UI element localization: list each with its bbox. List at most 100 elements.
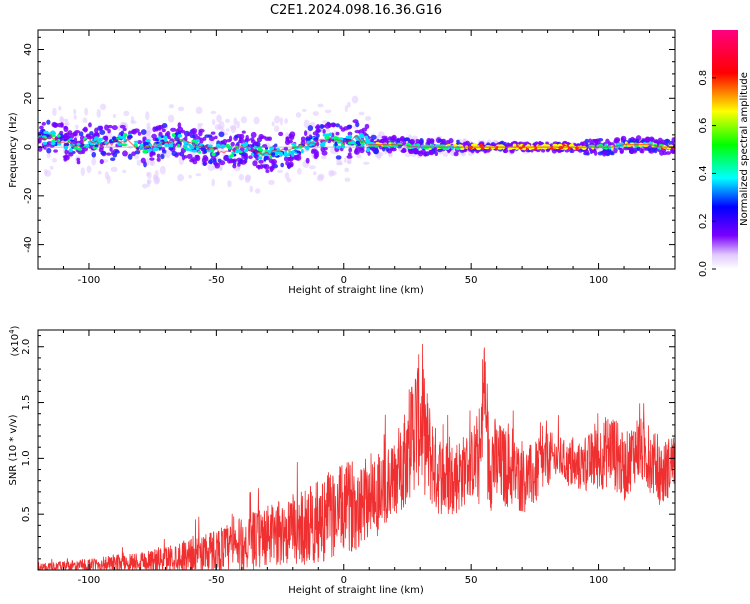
spectrum-band	[441, 138, 446, 143]
spectrum-band	[503, 148, 507, 153]
spectrum-band	[240, 159, 247, 165]
spectrum-band	[419, 137, 424, 144]
spectrum-core	[339, 137, 344, 141]
spectrum-band	[41, 121, 46, 126]
spectrum-band	[161, 128, 166, 133]
figure-title: C2E1.2024.098.16.36.G16	[270, 3, 442, 18]
spectrum-band	[323, 146, 328, 151]
spectrum-band	[541, 148, 546, 153]
spectrum-haze	[219, 167, 223, 172]
spectrum-core	[42, 141, 48, 145]
spectrum-band	[127, 153, 133, 160]
spectrum-core	[250, 152, 254, 156]
spectrum-core	[157, 136, 162, 140]
colorbar-label: Normalized spectral amplitude	[739, 72, 750, 226]
spectrum-haze	[84, 107, 89, 116]
spectrum-haze	[225, 118, 230, 123]
spectrum-core	[50, 141, 56, 146]
spectrum-haze	[97, 170, 102, 175]
spectrum-core	[229, 154, 235, 158]
spectrum-core	[264, 156, 269, 160]
spectrum-band	[137, 131, 142, 136]
x-tick-label: 50	[465, 275, 478, 286]
spectrum-haze	[123, 110, 130, 117]
spectrum-band	[78, 131, 84, 137]
spectrum-core	[220, 144, 226, 149]
spectrum-band	[605, 152, 610, 156]
spectrum-haze	[344, 167, 350, 173]
spectrum-band	[453, 151, 459, 157]
spectrum-haze	[146, 172, 150, 177]
spectrum-band	[420, 149, 427, 155]
spectrum-haze	[106, 131, 112, 137]
spectrum-band	[230, 159, 236, 163]
spectrum-haze	[153, 176, 161, 185]
colorbar-gradient	[712, 30, 738, 269]
spectrum-core	[251, 144, 255, 148]
spectrum-haze	[324, 109, 332, 114]
spectrum-band	[619, 150, 624, 154]
spectrum-haze	[380, 152, 384, 156]
y-tick-label: 1.5	[21, 395, 32, 411]
spectrum-band	[51, 121, 58, 128]
spectrum-band	[195, 155, 201, 162]
spectrum-band	[280, 162, 284, 168]
spectrum-band	[99, 145, 105, 150]
spectrum-band	[210, 131, 216, 135]
spectrum-core	[194, 141, 198, 145]
spectrum-haze	[80, 167, 85, 177]
spectrum-haze	[59, 116, 63, 123]
colorbar-tick-label: 0.2	[698, 213, 709, 229]
spectrum-band	[339, 125, 343, 130]
spectrum-core	[498, 144, 504, 148]
spectrum-band	[645, 137, 650, 142]
spectrum-band	[303, 130, 308, 137]
spectrum-band	[69, 133, 75, 139]
spectrum-haze	[404, 152, 412, 157]
spectrum-haze	[273, 125, 280, 132]
spectrum-band	[265, 169, 270, 173]
spectrum-haze	[197, 122, 204, 127]
colorbar-tick-label: 0.8	[698, 70, 709, 86]
spectrum-haze	[207, 163, 215, 172]
spectrum-band	[214, 135, 218, 140]
x-tick-label: -100	[78, 275, 101, 286]
spectrum-band	[364, 123, 370, 129]
spectrum-band	[426, 137, 432, 145]
spectrum-band	[186, 132, 192, 137]
spectrum-haze	[177, 173, 185, 182]
spectrum-band	[88, 122, 92, 128]
spectrum-core	[192, 149, 198, 153]
colorbar-tick-label: 0.4	[698, 165, 709, 181]
spectrum-haze	[312, 171, 317, 176]
spectrum-core	[63, 145, 69, 150]
spectrum-band	[156, 153, 161, 159]
spectrum-haze	[284, 118, 289, 124]
spectrum-haze	[96, 108, 101, 118]
spectrum-haze	[82, 117, 88, 124]
spectrum-band	[399, 137, 405, 142]
spectrum-band	[110, 157, 116, 161]
spectrum-band	[202, 162, 207, 166]
spectrum-band	[62, 134, 69, 140]
spectrogram-image	[38, 95, 675, 194]
spectrum-band	[665, 138, 670, 145]
spectrum-haze	[46, 153, 51, 159]
spectrum-band	[223, 154, 230, 161]
spectrum-band	[389, 147, 394, 151]
spectrum-haze	[112, 113, 117, 119]
spectrogram-panel: -100 -50 0 50 100 -40 -20 0 20 40 Height of strai…	[8, 29, 676, 296]
spectrum-core	[163, 135, 168, 139]
spectrum-core	[118, 136, 124, 139]
spectrum-haze	[254, 188, 261, 194]
spectrum-band	[319, 123, 324, 130]
spectrum-haze	[188, 174, 192, 179]
spectrum-band	[372, 148, 380, 155]
spectrum-band	[157, 124, 162, 131]
spectrum-band	[324, 122, 331, 129]
spectrum-band	[415, 138, 420, 143]
spectrum-band	[597, 151, 604, 156]
spectrum-band	[311, 148, 317, 152]
spectrum-band	[305, 157, 310, 164]
spectrum-core	[121, 143, 128, 147]
